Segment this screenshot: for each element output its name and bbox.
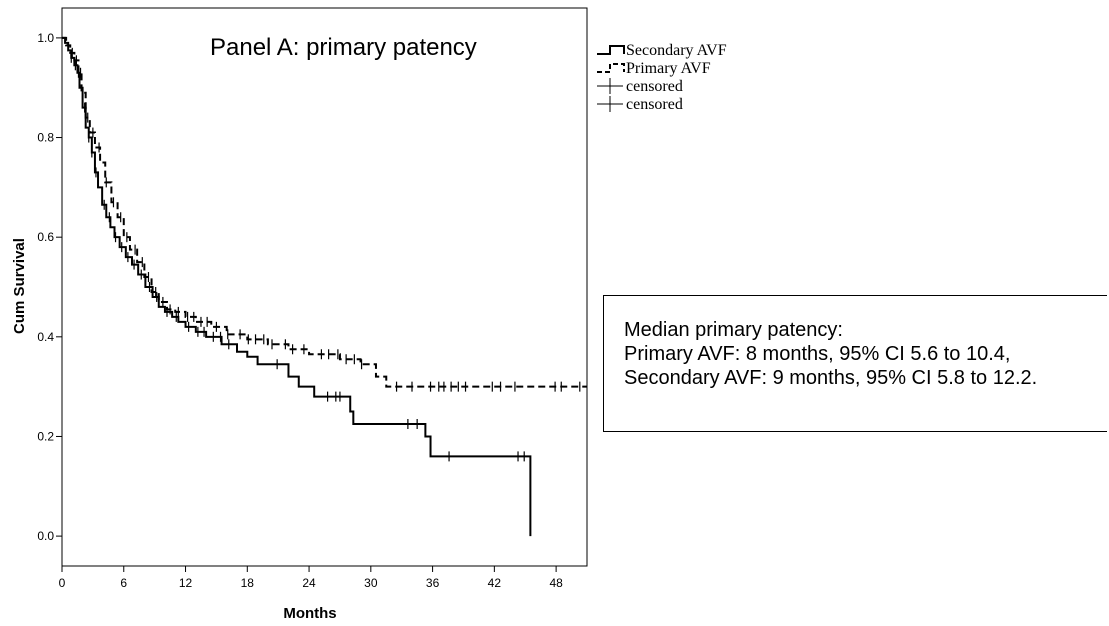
y-tick-label: 0.8 <box>37 131 54 145</box>
median-note-line2: Primary AVF: 8 months, 95% CI 5.6 to 10.… <box>624 343 1011 365</box>
y-tick-label: 0.2 <box>37 429 54 443</box>
legend-label: Primary AVF <box>626 60 711 77</box>
y-tick-label: 0.4 <box>37 330 54 344</box>
legend-swatch <box>597 63 625 73</box>
y-axis: 0.0 0.2 0.4 0.6 0.8 1.0 <box>37 31 62 543</box>
x-tick-label: 36 <box>426 576 440 590</box>
secondary-avf-curve <box>62 36 532 537</box>
x-tick-label: 42 <box>488 576 502 590</box>
x-tick-label: 48 <box>549 576 563 590</box>
x-tick-label: 24 <box>302 576 316 590</box>
legend-label: censored <box>626 78 683 95</box>
y-axis-title: Cum Survival <box>11 238 28 334</box>
x-axis: 0 6 12 18 24 30 36 42 48 <box>59 566 563 590</box>
median-patency-note: Median primary patency: Primary AVF: 8 m… <box>603 295 1107 432</box>
plot-frame <box>61 7 588 567</box>
median-note-line3: Secondary AVF: 9 months, 95% CI 5.8 to 1… <box>624 367 1038 389</box>
y-tick-label: 1.0 <box>37 31 54 45</box>
legend-swatch <box>597 45 625 55</box>
x-axis-title: Months <box>283 605 336 622</box>
x-tick-label: 6 <box>120 576 127 590</box>
median-note-line1: Median primary patency: <box>624 319 843 341</box>
panel-title: Panel A: primary patency <box>210 34 477 61</box>
legend-label: censored <box>626 96 683 113</box>
legend-label: Secondary AVF <box>626 42 727 59</box>
y-tick-label: 0.6 <box>37 230 54 244</box>
x-tick-label: 18 <box>241 576 255 590</box>
x-tick-label: 0 <box>59 576 66 590</box>
series-layer <box>62 36 587 537</box>
x-tick-label: 12 <box>179 576 193 590</box>
x-tick-label: 30 <box>364 576 378 590</box>
y-tick-label: 0.0 <box>37 529 54 543</box>
